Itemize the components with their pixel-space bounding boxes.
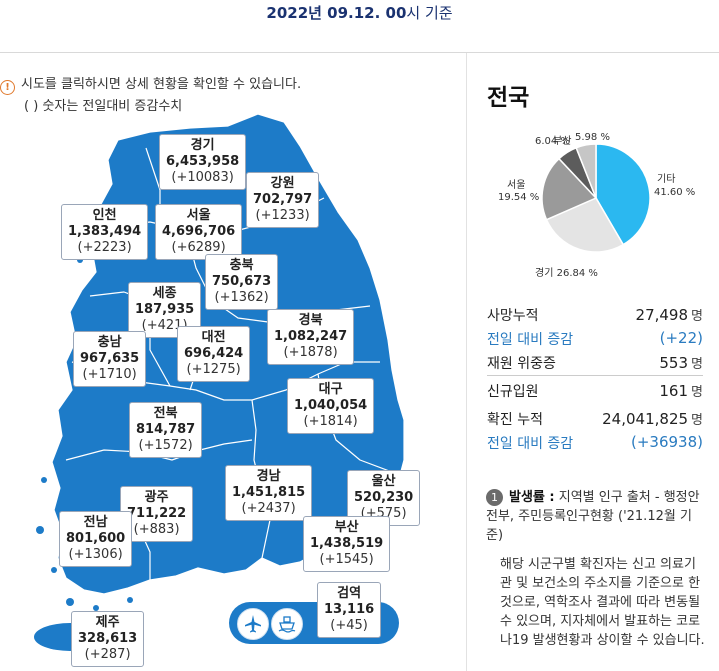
pie-label-other-name: 기타	[657, 174, 676, 185]
airplane-icon[interactable]	[237, 608, 269, 640]
region-chungbuk[interactable]: 충북 750,673 (+1362)	[205, 254, 279, 310]
pie-label-busan-pct: 5.98 %	[575, 132, 610, 143]
stat-critical: 재원 위중증 553 명	[487, 354, 703, 372]
stat-new-admissions: 신규입원 161 명	[487, 382, 703, 400]
pie-label-seoul-name: 서울	[507, 180, 526, 191]
pie-label-gyeonggi: 경기 26.84 %	[535, 268, 598, 279]
pie-slice-4	[575, 143, 597, 199]
note-term: 발생률 :	[509, 490, 555, 505]
pie-label-seoul-pct: 19.54 %	[498, 192, 540, 203]
region-gyeongnam[interactable]: 경남 1,451,815 (+2437)	[225, 465, 313, 521]
region-quarantine[interactable]: 검역 13,116 (+45)	[317, 582, 382, 638]
incidence-note: 1 발생률 : 지역별 인구 출처 - 행정안전부, 주민등록인구현황 ('21.…	[486, 488, 706, 650]
note-text-1: 지역별 인구 출처 - 행정안전부, 주민등록인구현황 ('21.12월 기준)	[486, 490, 700, 543]
reference-date: 2022년 09.12. 00시 기준	[0, 0, 719, 28]
pie-slice-2	[541, 157, 598, 221]
header-divider	[0, 52, 719, 53]
info-icon: !	[0, 80, 15, 95]
note-text-2: 해당 시군구별 확진자는 신고 의료기관 및 보건소의 주소지를 기준으로 한 …	[500, 557, 705, 648]
notice-line-2: ( ) 숫자는 전일대비 증감수치	[24, 99, 183, 114]
notice-line-1: 시도를 클릭하시면 상세 현황을 확인할 수 있습니다.	[21, 77, 302, 92]
region-gyeonggi[interactable]: 경기 6,453,958 (+10083)	[159, 134, 247, 190]
stat-confirmed-delta: 전일 대비 증감 (+36938)	[487, 433, 703, 452]
region-daejeon[interactable]: 대전 696,424 (+1275)	[177, 326, 251, 382]
region-jeju[interactable]: 제주 328,613 (+287)	[71, 611, 145, 667]
region-jeonbuk[interactable]: 전북 814,787 (+1572)	[129, 402, 203, 458]
pie-label-extra: 6.04 %	[535, 136, 570, 147]
ship-icon[interactable]	[271, 608, 303, 640]
stat-confirmed: 확진 누적 24,041,825 명	[487, 410, 703, 428]
region-seoul[interactable]: 서울 4,696,706 (+6289)	[155, 204, 243, 260]
national-title: 전국	[487, 85, 530, 111]
note-number-badge: 1	[486, 489, 503, 506]
stat-divider	[487, 375, 703, 376]
pie-slice-0	[595, 143, 651, 246]
region-busan[interactable]: 부산 1,438,519 (+1545)	[303, 516, 391, 572]
region-gwangju[interactable]: 광주 711,222 (+883)	[120, 486, 194, 542]
region-jeonnam[interactable]: 전남 801,600 (+1306)	[59, 511, 133, 567]
stat-deaths: 사망누적 27,498 명	[487, 306, 703, 324]
reference-date-suffix: 시 기준	[406, 4, 453, 22]
pie-label-busan-name: 부산	[553, 136, 572, 147]
pie-label-other-pct: 41.60 %	[654, 187, 696, 198]
stat-deaths-delta: 전일 대비 증감 (+22)	[487, 329, 703, 348]
region-chungnam[interactable]: 충남 967,635 (+1710)	[73, 331, 147, 387]
reference-date-value: 2022년 09.12. 00	[266, 4, 407, 22]
region-gyeongbuk[interactable]: 경북 1,082,247 (+1878)	[267, 309, 355, 365]
map-notice: ! 시도를 클릭하시면 상세 현황을 확인할 수 있습니다. ( ) 숫자는 전일…	[0, 74, 301, 118]
region-daegu[interactable]: 대구 1,040,054 (+1814)	[287, 378, 375, 434]
national-pie-chart	[541, 143, 651, 253]
region-incheon[interactable]: 인천 1,383,494 (+2223)	[61, 204, 149, 260]
panel-divider	[466, 53, 467, 671]
region-gangwon[interactable]: 강원 702,797 (+1233)	[246, 172, 320, 228]
